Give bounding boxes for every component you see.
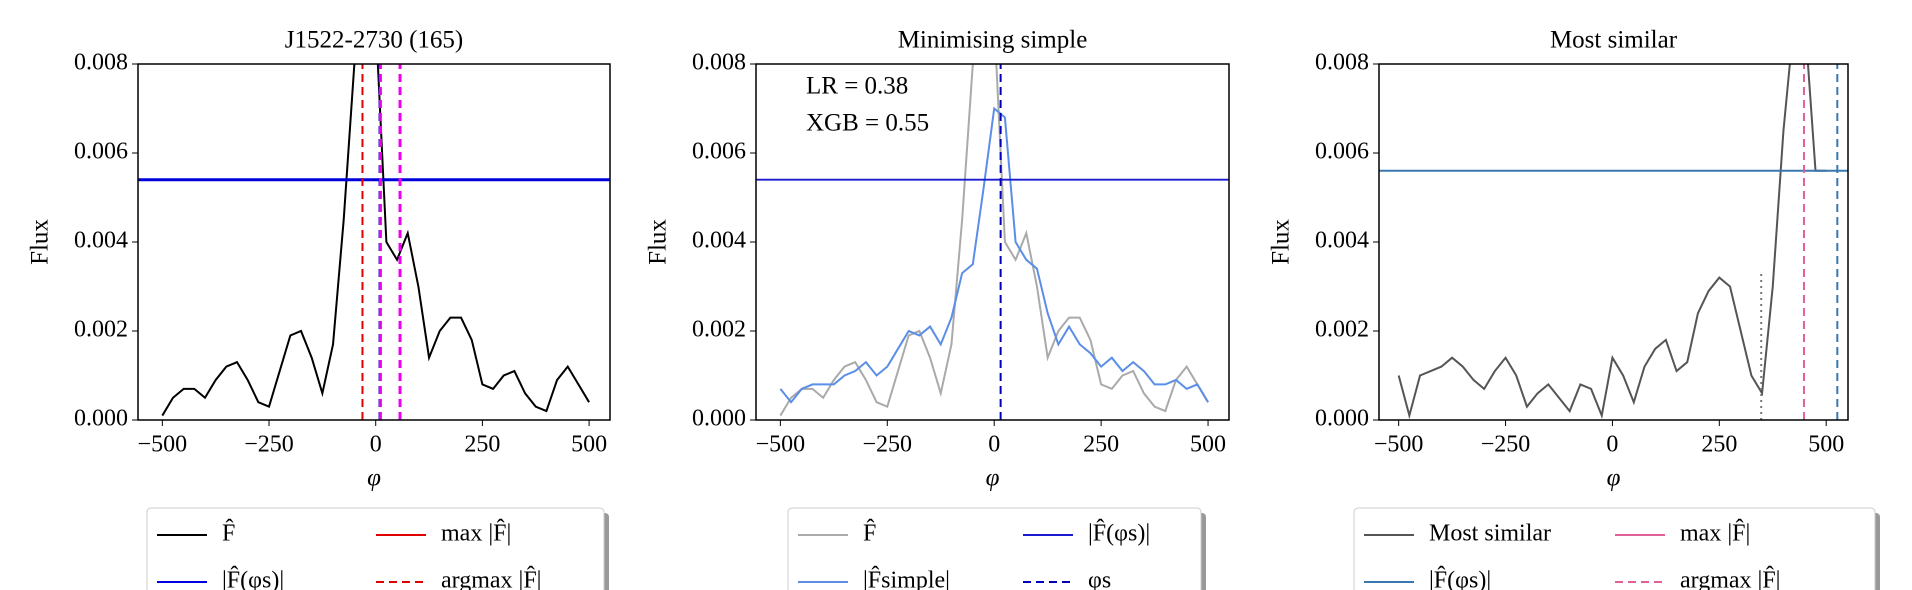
x-tick-label: −500 [1374,432,1424,458]
legend-label: F̂ [222,519,235,547]
x-tick-label: −500 [756,432,806,458]
y-tick-label: 0.004 [1315,228,1369,254]
plot-frame [755,63,1230,421]
x-tick-label: 0 [1606,432,1618,458]
legend-label: Most similar [1429,521,1551,547]
legend-label: argmax |F̂| [1680,566,1781,590]
plot-frame [137,63,611,421]
x-tick-label: 500 [1808,432,1844,458]
y-tick-label: 0.008 [74,50,128,76]
legend-label: |F̂simple| [863,566,950,590]
y-tick-label: 0.002 [74,317,128,343]
legend-label: φs [1088,568,1111,590]
y-axis-label: Flux [27,219,54,265]
x-axis-label: φ [986,465,1000,492]
y-tick-label: 0.002 [1315,317,1369,343]
x-tick-label: −250 [863,432,913,458]
legend-box [1353,507,1876,590]
chart-title: J1522-2730 (165) [285,27,463,54]
series-line [161,64,590,417]
y-tick-label: 0.002 [692,317,746,343]
x-tick-label: −250 [244,432,294,458]
y-tick-label: 0.000 [1315,406,1369,432]
x-tick-label: −500 [138,432,188,458]
legend-label: |F̂(φs)| [222,566,284,590]
x-tick-label: 250 [464,432,500,458]
y-tick-label: 0.006 [1315,139,1369,165]
x-tick-label: 500 [571,432,607,458]
legend-label: |F̂(φs)| [1429,566,1491,590]
series-line [779,64,1209,417]
annotation: LR = 0.38 [806,73,908,100]
legend-label: F̂ [863,519,876,547]
x-tick-label: 0 [370,432,382,458]
x-axis-label: φ [367,465,381,492]
legend-label: |F̂(φs)| [1088,519,1150,547]
legend-label: argmax |F̂| [441,566,542,590]
plot [1379,64,1848,420]
plot-frame [1378,63,1849,421]
legend-box [787,507,1202,590]
y-tick-label: 0.004 [692,228,746,254]
x-tick-label: 250 [1701,432,1737,458]
y-tick-label: 0.004 [74,228,128,254]
y-axis-label: Flux [645,219,672,265]
x-tick-label: 0 [988,432,1000,458]
chart-title: Minimising simple [898,27,1088,54]
plot [138,64,610,420]
x-tick-label: −250 [1481,432,1531,458]
x-axis-label: φ [1607,465,1621,492]
y-tick-label: 0.008 [692,50,746,76]
y-axis-label: Flux [1268,219,1295,265]
chart-title: Most similar [1550,27,1678,54]
series-line [779,106,1209,404]
plot [756,64,1229,420]
legend-label: max |F̂| [441,519,511,547]
series-line [1397,64,1827,420]
y-tick-label: 0.008 [1315,50,1369,76]
y-tick-label: 0.000 [692,406,746,432]
x-tick-label: 500 [1190,432,1226,458]
y-tick-label: 0.006 [692,139,746,165]
x-tick-label: 250 [1083,432,1119,458]
legend-label: max |F̂| [1680,519,1750,547]
y-tick-label: 0.000 [74,406,128,432]
legend-box [146,507,605,590]
y-tick-label: 0.006 [74,139,128,165]
annotation: XGB = 0.55 [806,110,929,137]
